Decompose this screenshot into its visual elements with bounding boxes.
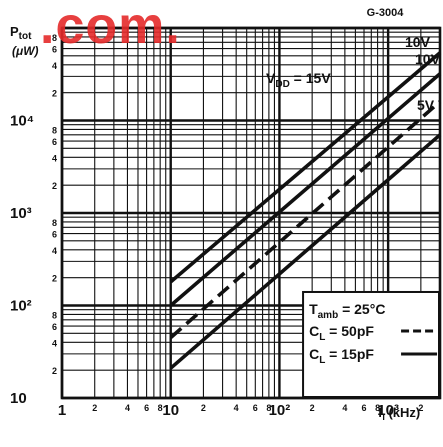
x-tick-label: 1 [58, 402, 66, 419]
y-minor-tick-label: 8 [52, 218, 57, 228]
y-axis-unit: (μW) [12, 44, 39, 58]
x-minor-tick-label: 2 [310, 403, 315, 413]
y-minor-tick-label: 4 [52, 338, 57, 348]
x-minor-tick-label: 2 [92, 403, 97, 413]
y-minor-tick-label: 6 [52, 45, 57, 55]
x-minor-tick-label: 8 [158, 403, 163, 413]
plot-frame [60, 26, 442, 400]
y-minor-tick-label: 4 [52, 246, 57, 256]
series-label-10v-dashed: 10V [415, 51, 441, 67]
y-axis-title: Ptot [10, 24, 32, 42]
x-minor-tick-label: 2 [201, 403, 206, 413]
series-label-vdd15: VDD = 15V [266, 70, 331, 90]
y-minor-tick-label: 8 [52, 33, 57, 43]
x-minor-tick-label: 4 [342, 403, 347, 413]
x-minor-tick-label: 6 [362, 403, 367, 413]
y-minor-tick-label: 6 [52, 230, 57, 240]
x-axis-title: fI (kHz) [378, 405, 420, 422]
annotation-cl15: CL = 15pF [309, 346, 374, 366]
y-minor-tick-label: 2 [52, 181, 57, 191]
x-minor-tick-label: 8 [375, 403, 380, 413]
y-minor-tick-label: 4 [52, 61, 57, 71]
series-line-3 [169, 100, 442, 339]
x-minor-tick-label: 6 [144, 403, 149, 413]
y-tick-label: 10³ [10, 205, 32, 222]
y-minor-tick-label: 2 [52, 89, 57, 99]
x-tick-label: 10² [269, 402, 291, 419]
y-tick-label: 10⁴ [10, 113, 34, 130]
y-minor-tick-label: 6 [52, 322, 57, 332]
annotation-cl50: CL = 50pF [309, 323, 374, 343]
y-minor-tick-label: 2 [52, 274, 57, 284]
x-minor-tick-label: 8 [266, 403, 271, 413]
x-minor-tick-label: 4 [125, 403, 130, 413]
x-tick-label: 10 [162, 402, 179, 419]
series-line-1 [169, 51, 442, 284]
figure-code: G-3004 [367, 7, 405, 19]
y-minor-tick-label: 2 [52, 366, 57, 376]
y-minor-tick-label: 4 [52, 153, 57, 163]
series-label-10v-solid: 10V [405, 34, 431, 50]
series-line-2 [169, 72, 442, 307]
annotation-box [302, 290, 440, 398]
y-minor-tick-label: 6 [52, 137, 57, 147]
annotation-tamb: Tamb = 25°C [309, 301, 385, 321]
y-tick-label: 10 [10, 390, 27, 407]
series-label-5v: 5V [417, 97, 435, 113]
y-tick-label: 10² [10, 298, 32, 315]
x-minor-tick-label: 4 [234, 403, 239, 413]
x-minor-tick-label: 6 [253, 403, 258, 413]
x-minor-tick-label: 2 [418, 403, 423, 413]
series-line-4 [169, 133, 442, 370]
y-minor-tick-label: 8 [52, 125, 57, 135]
y-minor-tick-label: 8 [52, 310, 57, 320]
x-tick-label: 10³ [377, 402, 399, 419]
